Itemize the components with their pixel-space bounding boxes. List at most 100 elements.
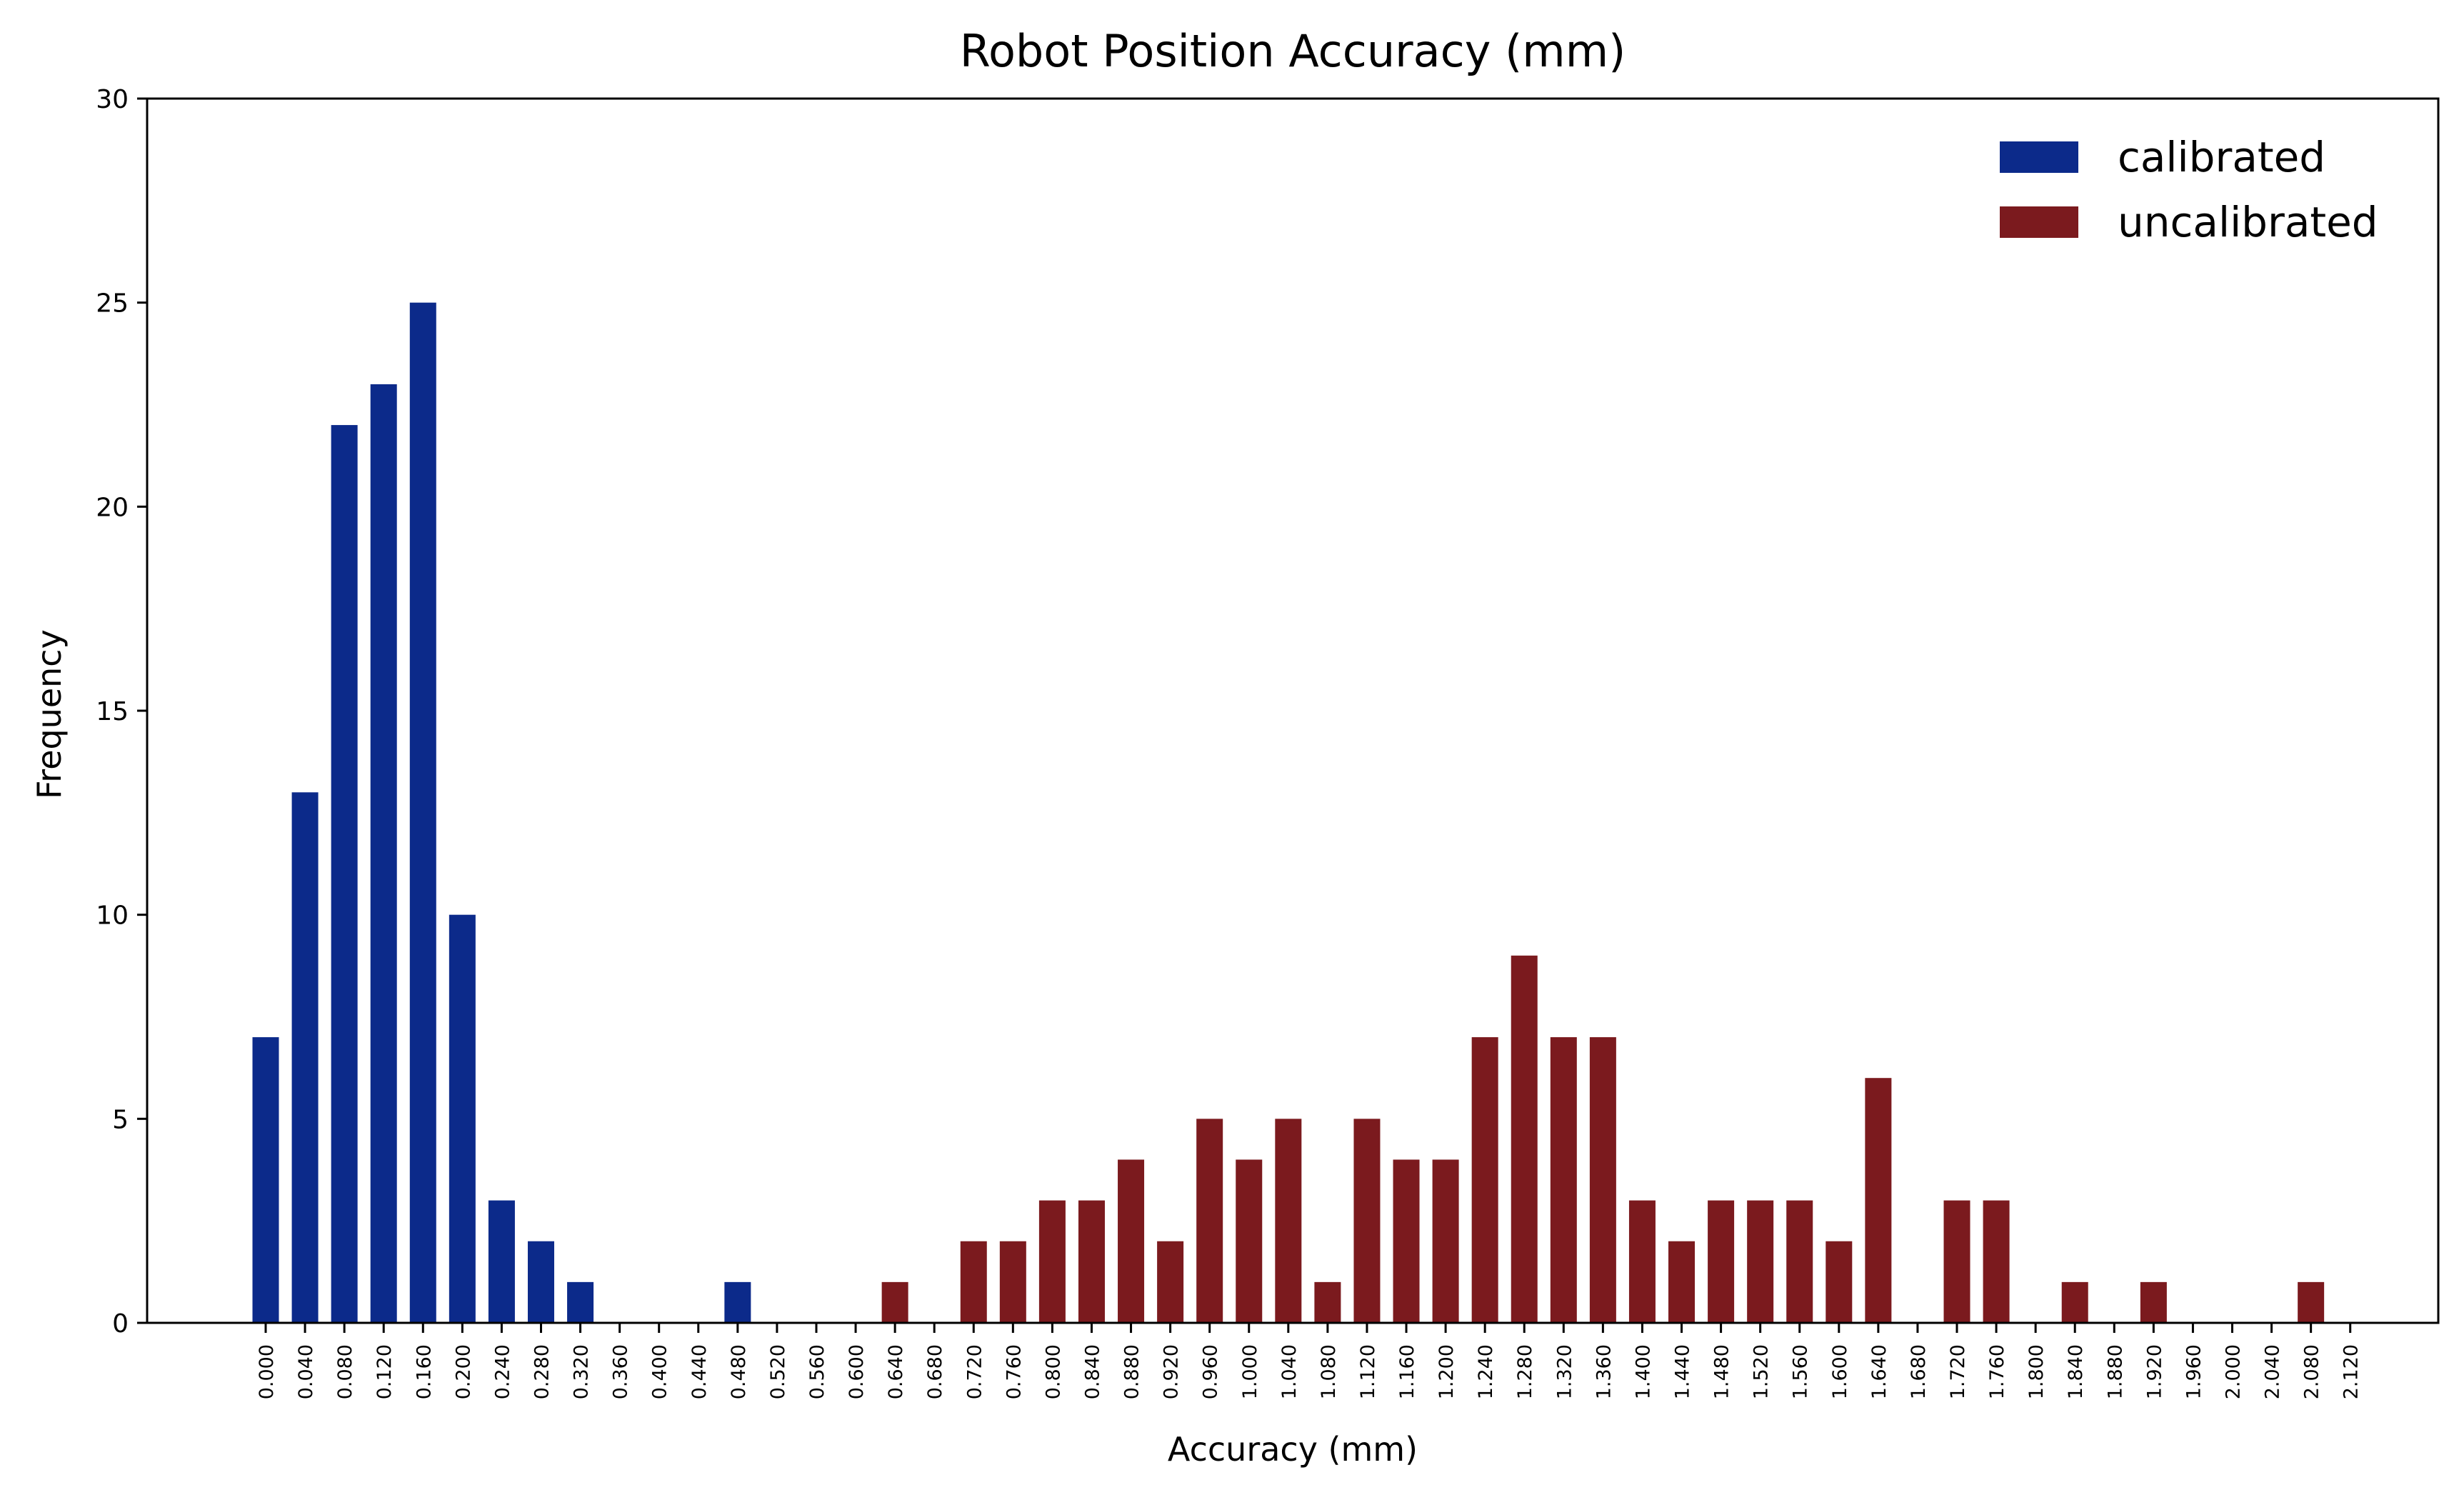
x-tick-label-0.280: 0.280	[531, 1344, 553, 1399]
x-tick-label-1.760: 1.760	[1986, 1344, 2008, 1399]
x-tick-label-1.360: 1.360	[1593, 1344, 1615, 1399]
bar-uncalibrated-1.200	[1432, 1159, 1459, 1323]
bar-uncalibrated-1.600	[1826, 1241, 1853, 1323]
y-axis: 0 5 10 15 20 25 30	[96, 85, 147, 1339]
bar-uncalibrated-0.640	[881, 1281, 908, 1323]
legend-swatch-calibrated	[2000, 141, 2078, 173]
bar-uncalibrated-0.760	[999, 1241, 1026, 1323]
bar-calibrated-0.240	[488, 1200, 515, 1323]
x-tick-label-2.080: 2.080	[2301, 1344, 2323, 1399]
y-axis-label: Frequency	[30, 629, 69, 799]
x-tick-label-1.160: 1.160	[1396, 1344, 1418, 1399]
x-tick-label-1.920: 1.920	[2143, 1344, 2165, 1399]
x-tick-label-0.200: 0.200	[452, 1344, 474, 1399]
bar-uncalibrated-1.320	[1550, 1037, 1577, 1323]
x-tick-label-1.240: 1.240	[1475, 1344, 1497, 1399]
bars-group	[252, 302, 2325, 1324]
bar-uncalibrated-1.640	[1865, 1078, 1892, 1323]
bar-uncalibrated-0.880	[1118, 1159, 1145, 1323]
legend-swatch-uncalibrated	[2000, 206, 2078, 238]
bar-uncalibrated-0.840	[1078, 1200, 1105, 1323]
x-tick-label-0.080: 0.080	[334, 1344, 356, 1399]
x-tick-label-1.000: 1.000	[1239, 1344, 1261, 1399]
x-tick-label-2.040: 2.040	[2262, 1344, 2284, 1399]
x-axis: 0.000 0.040 0.080 0.120 0.160 0.200 0.240 0.280…	[256, 1323, 2363, 1399]
x-tick-label-2.000: 2.000	[2223, 1344, 2245, 1399]
bar-uncalibrated-0.960	[1196, 1119, 1223, 1323]
x-tick-label-1.400: 1.400	[1632, 1344, 1654, 1399]
bar-uncalibrated-1.280	[1511, 955, 1538, 1323]
x-tick-label-0.880: 0.880	[1121, 1344, 1143, 1399]
x-tick-label-0.600: 0.600	[846, 1344, 868, 1399]
bar-uncalibrated-1.720	[1943, 1200, 1970, 1323]
y-tick-label-25: 25	[96, 289, 129, 319]
y-tick-label-10: 10	[96, 901, 129, 931]
x-tick-label-0.160: 0.160	[413, 1344, 435, 1399]
bar-uncalibrated-1.360	[1589, 1037, 1616, 1323]
x-tick-label-0.440: 0.440	[688, 1344, 711, 1399]
x-tick-label-0.960: 0.960	[1200, 1344, 1222, 1399]
x-tick-label-1.640: 1.640	[1868, 1344, 1890, 1399]
legend-label-uncalibrated: uncalibrated	[2118, 198, 2378, 246]
x-tick-label-0.640: 0.640	[885, 1344, 907, 1399]
x-tick-label-1.840: 1.840	[2065, 1344, 2087, 1399]
legend: calibrated uncalibrated	[2000, 133, 2378, 246]
bar-uncalibrated-1.760	[1983, 1200, 2010, 1323]
x-tick-label-0.000: 0.000	[256, 1344, 278, 1399]
x-tick-label-0.760: 0.760	[1003, 1344, 1025, 1399]
x-tick-label-0.360: 0.360	[610, 1344, 632, 1399]
bar-calibrated-0.000	[252, 1037, 279, 1323]
bar-uncalibrated-1.160	[1393, 1159, 1420, 1323]
bar-uncalibrated-1.000	[1236, 1159, 1263, 1323]
x-tick-label-1.720: 1.720	[1947, 1344, 1969, 1399]
legend-label-calibrated: calibrated	[2118, 133, 2325, 181]
bar-uncalibrated-0.720	[960, 1241, 987, 1323]
bar-calibrated-0.160	[409, 302, 436, 1324]
x-tick-label-0.840: 0.840	[1081, 1344, 1103, 1399]
bar-uncalibrated-0.800	[1038, 1200, 1066, 1323]
y-tick-label-20: 20	[96, 493, 129, 522]
x-tick-label-1.560: 1.560	[1790, 1344, 1812, 1399]
y-tick-label-15: 15	[96, 697, 129, 726]
bar-uncalibrated-1.400	[1628, 1200, 1656, 1323]
bar-uncalibrated-1.920	[2140, 1281, 2167, 1323]
bar-uncalibrated-1.840	[2061, 1281, 2088, 1323]
bar-calibrated-0.120	[370, 384, 397, 1323]
bar-calibrated-0.040	[291, 792, 319, 1323]
x-tick-label-1.040: 1.040	[1278, 1344, 1301, 1399]
x-tick-label-1.080: 1.080	[1318, 1344, 1340, 1399]
y-tick-label-30: 30	[96, 85, 129, 114]
bar-uncalibrated-1.440	[1668, 1241, 1696, 1323]
x-tick-label-0.920: 0.920	[1161, 1344, 1183, 1399]
bar-calibrated-0.280	[527, 1241, 554, 1323]
x-tick-label-1.520: 1.520	[1751, 1344, 1773, 1399]
bar-calibrated-0.080	[331, 425, 358, 1323]
x-tick-label-0.240: 0.240	[491, 1344, 514, 1399]
x-tick-label-0.480: 0.480	[728, 1344, 750, 1399]
bar-uncalibrated-1.480	[1708, 1200, 1735, 1323]
bar-uncalibrated-1.040	[1275, 1119, 1302, 1323]
x-tick-label-1.480: 1.480	[1711, 1344, 1733, 1399]
bar-calibrated-0.480	[724, 1281, 751, 1323]
x-tick-label-0.720: 0.720	[963, 1344, 986, 1399]
bar-uncalibrated-0.920	[1157, 1241, 1184, 1323]
x-tick-label-1.320: 1.320	[1553, 1344, 1576, 1399]
x-tick-label-0.560: 0.560	[806, 1344, 828, 1399]
plot-frame	[146, 97, 2440, 1324]
x-axis-label: Accuracy (mm)	[1168, 1430, 1418, 1469]
x-tick-label-0.040: 0.040	[295, 1344, 317, 1399]
x-tick-label-1.600: 1.600	[1829, 1344, 1851, 1399]
x-tick-label-1.960: 1.960	[2183, 1344, 2205, 1399]
y-tick-label-5: 5	[112, 1105, 129, 1134]
x-tick-label-1.120: 1.120	[1357, 1344, 1379, 1399]
bar-calibrated-0.200	[449, 914, 476, 1323]
bar-uncalibrated-1.120	[1353, 1119, 1381, 1323]
bar-uncalibrated-1.240	[1471, 1037, 1498, 1323]
bar-calibrated-0.320	[567, 1281, 594, 1323]
x-tick-label-0.320: 0.320	[571, 1344, 593, 1399]
x-tick-label-1.880: 1.880	[2104, 1344, 2126, 1399]
x-tick-label-0.120: 0.120	[374, 1344, 396, 1399]
